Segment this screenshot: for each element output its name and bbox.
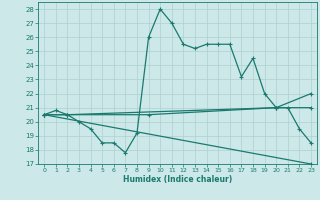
X-axis label: Humidex (Indice chaleur): Humidex (Indice chaleur) [123,175,232,184]
